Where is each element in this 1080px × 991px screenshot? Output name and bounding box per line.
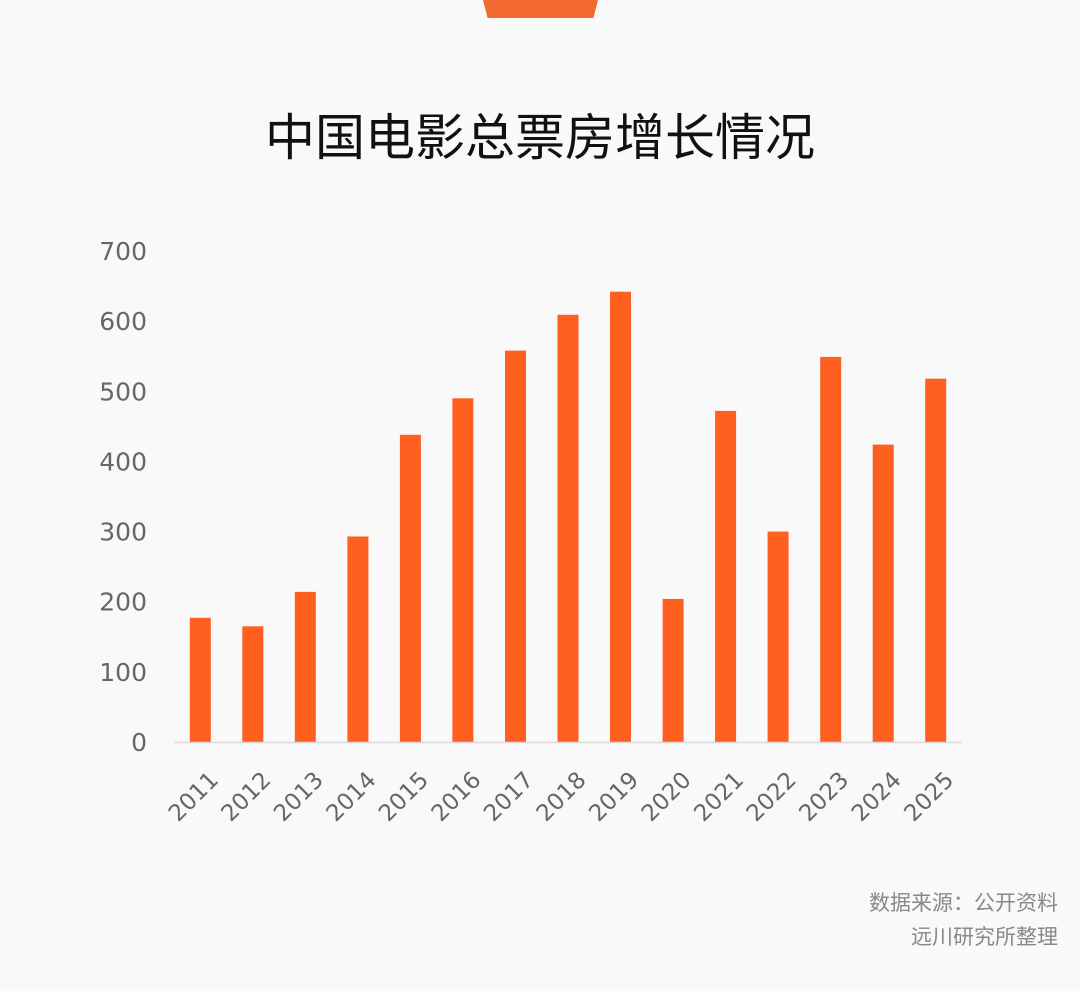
bar-2015 — [399, 434, 421, 742]
bar-2024 — [872, 444, 894, 742]
bar-2014 — [347, 536, 369, 742]
x-tick-label: 2015 — [374, 767, 434, 827]
x-tick-label: 2019 — [584, 767, 644, 827]
x-tick-label: 2018 — [532, 767, 592, 827]
y-tick-label: 600 — [99, 307, 147, 336]
x-tick-label: 2016 — [427, 767, 487, 827]
x-tick-label: 2013 — [269, 767, 329, 827]
x-tick-label: 2012 — [217, 767, 277, 827]
bar-2011 — [189, 617, 211, 742]
y-tick-label: 200 — [99, 588, 147, 617]
y-tick-label: 500 — [99, 377, 147, 406]
y-tick-label: 100 — [99, 658, 147, 687]
y-axis: 0 100 200 300 400 500 600 700 — [99, 237, 147, 757]
bar-2018 — [557, 314, 579, 742]
x-tick-label: 2023 — [794, 767, 854, 827]
bar-2013 — [294, 591, 316, 742]
x-tick-label: 2021 — [689, 767, 749, 827]
bar-series — [189, 291, 947, 742]
bar-2012 — [242, 626, 264, 742]
source-line-2: 远川研究所整理 — [911, 925, 1058, 949]
y-tick-label: 400 — [99, 447, 147, 476]
source-line-1: 数据来源：公开资料 — [869, 891, 1058, 915]
x-tick-label: 2024 — [847, 767, 907, 827]
bar-2020 — [662, 598, 684, 742]
y-tick-label: 300 — [99, 518, 147, 547]
x-tick-label: 2017 — [479, 767, 539, 827]
chart-title: 中国电影总票房增长情况 — [265, 109, 815, 167]
y-tick-label: 0 — [131, 728, 147, 757]
x-tick-label: 2014 — [322, 767, 382, 827]
top-accent-tab — [483, 0, 598, 18]
bar-2023 — [820, 356, 842, 742]
bar-2016 — [452, 398, 474, 742]
bar-2019 — [610, 291, 631, 742]
bar-2025 — [925, 378, 947, 742]
bar-2021 — [715, 410, 737, 742]
x-tick-label: 2011 — [164, 767, 224, 827]
source-note: 数据来源：公开资料 远川研究所整理 — [869, 886, 1058, 954]
bar-2017 — [505, 350, 526, 742]
y-tick-label: 700 — [99, 237, 147, 266]
x-tick-label: 2025 — [900, 767, 960, 827]
x-tick-label: 2022 — [742, 767, 802, 827]
bar-2022 — [767, 531, 789, 742]
x-tick-label: 2020 — [637, 767, 697, 827]
x-axis: 2011201220132014201520162017201820192020… — [164, 767, 959, 827]
